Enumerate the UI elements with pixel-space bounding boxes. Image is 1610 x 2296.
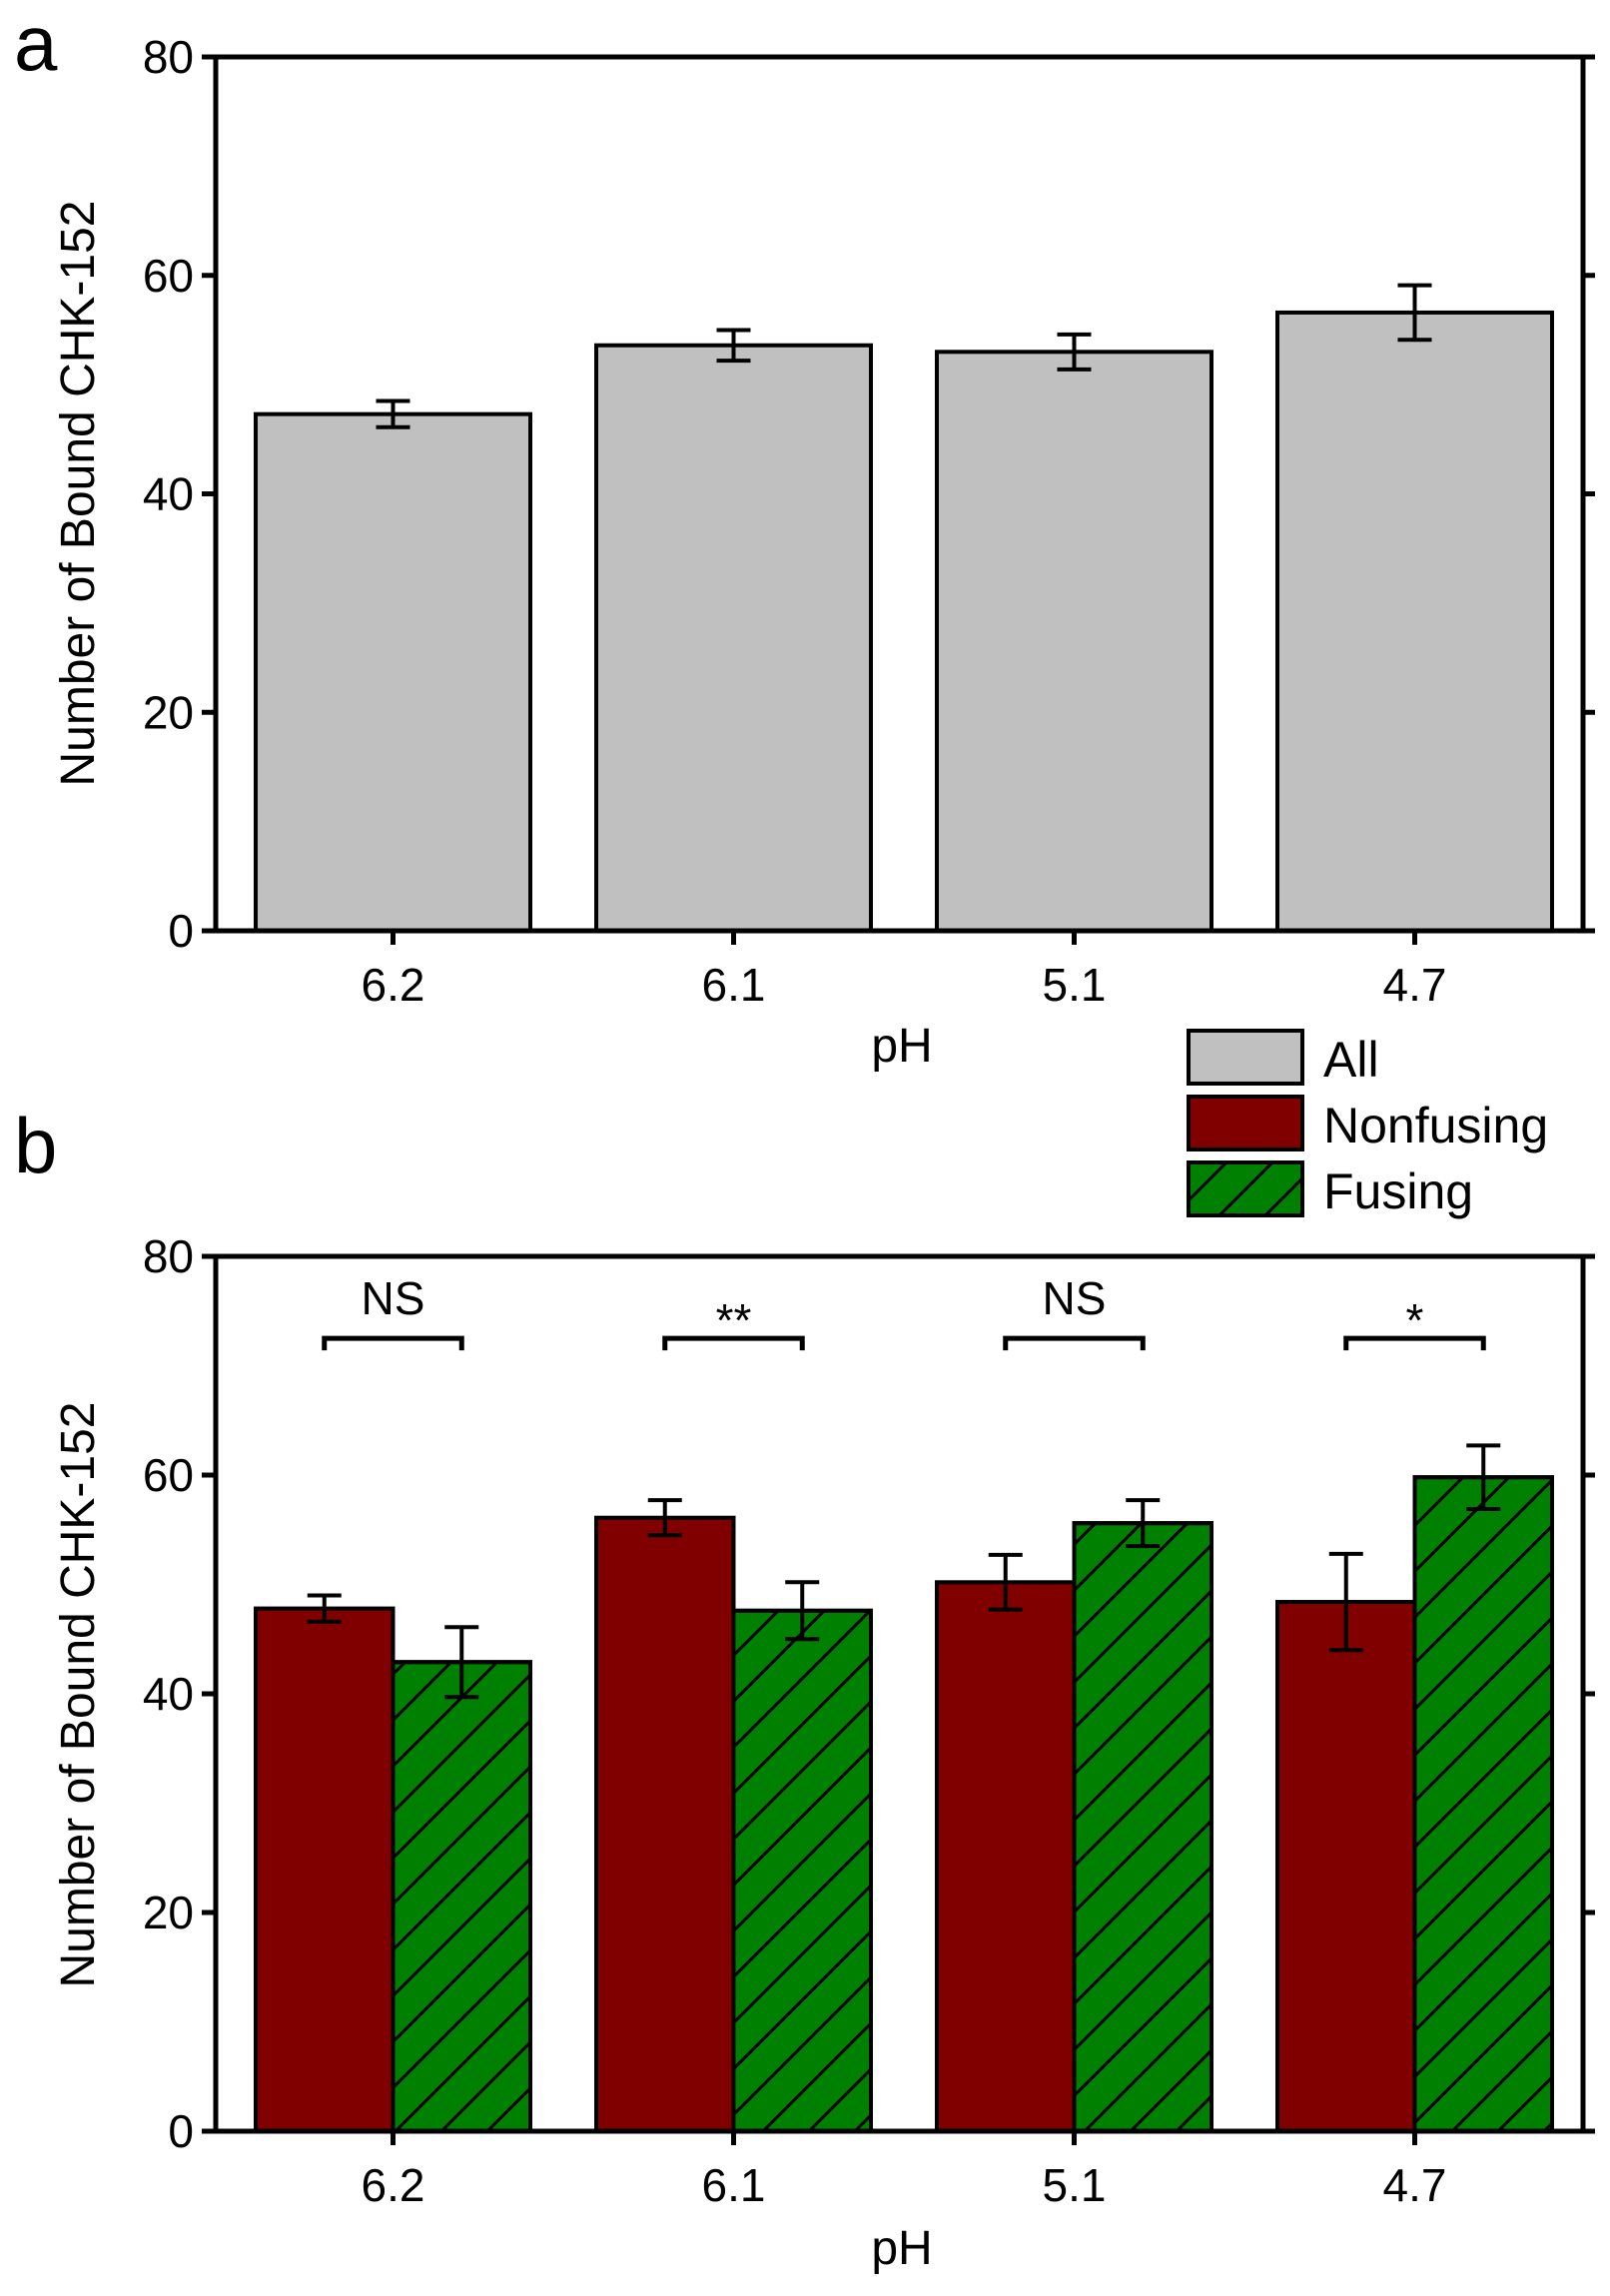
error-bar-a-all-6.1 bbox=[716, 328, 751, 364]
bar-hatch-b-fusing-5.1 bbox=[1072, 1521, 1213, 2134]
x-tick-label-a-6.2: 6.2 bbox=[362, 959, 425, 1011]
x-tick-label-b-6.2: 6.2 bbox=[362, 2159, 425, 2211]
x-tick-label-b-4.7: 4.7 bbox=[1383, 2159, 1447, 2211]
error-bar-b-fusing-4.7 bbox=[1466, 1443, 1501, 1511]
panel-b-x-axis-label: pH bbox=[871, 2222, 932, 2275]
y-tick-label-a-60: 60 bbox=[143, 250, 194, 302]
bar-b-nonfusing-6.1 bbox=[594, 1515, 736, 2133]
x-tick-label-b-5.1: 5.1 bbox=[1043, 2159, 1107, 2211]
bar-a-all-6.1 bbox=[594, 343, 873, 933]
error-bar-a-all-5.1 bbox=[1057, 332, 1092, 372]
panel-a-letter: a bbox=[14, 0, 58, 87]
error-bar-a-all-4.7 bbox=[1397, 283, 1432, 343]
bar-b-nonfusing-6.2 bbox=[254, 1606, 396, 2133]
legend-swatch-nonfusing bbox=[1187, 1095, 1304, 1151]
panel-a-bars bbox=[254, 310, 1554, 933]
x-tick-label-a-5.1: 5.1 bbox=[1043, 959, 1107, 1011]
legend-label-fusing: Fusing bbox=[1323, 1163, 1473, 1219]
legend-label-nonfusing: Nonfusing bbox=[1323, 1098, 1548, 1153]
bar-hatch-b-fusing-4.7 bbox=[1412, 1475, 1554, 2133]
bar-b-nonfusing-4.7 bbox=[1275, 1600, 1417, 2133]
significance-label-4.7: * bbox=[1406, 1294, 1424, 1346]
y-tick-label-a-80: 80 bbox=[143, 31, 194, 83]
error-bar-b-nonfusing-4.7 bbox=[1328, 1551, 1363, 1653]
y-tick-label-a-40: 40 bbox=[143, 468, 194, 520]
legend-swatch-fusing-hatch bbox=[1187, 1160, 1304, 1217]
legend-item-fusing: Fusing bbox=[1187, 1160, 1473, 1219]
bar-a-all-6.2 bbox=[254, 411, 532, 933]
panel-b-significance: NS ** NS * bbox=[322, 1272, 1486, 1351]
error-bar-b-fusing-5.1 bbox=[1126, 1498, 1161, 1549]
panel-a: a 0 20 40 60 80 6.2 6.1 5.1 4.7 Number of Bound… bbox=[14, 0, 1595, 1073]
legend: All Nonfusing Fusing bbox=[1187, 1029, 1548, 1219]
panel-b-error-bars bbox=[307, 1443, 1501, 1700]
significance-bracket-4.7 bbox=[1343, 1335, 1486, 1351]
significance-label-6.1: ** bbox=[716, 1294, 752, 1346]
panel-a-x-ticks: 6.2 6.1 5.1 4.7 bbox=[362, 931, 1447, 1011]
legend-label-all: All bbox=[1323, 1032, 1379, 1088]
panel-b: b NS ** NS * 0 20 40 60 80 6.2 6.1 5.1 4.7 Number … bbox=[14, 1102, 1595, 2275]
y-tick-label-b-20: 20 bbox=[143, 1887, 194, 1938]
panel-b-y-axis-label: Number of Bound CHK-152 bbox=[52, 1402, 105, 1988]
legend-swatch-all bbox=[1187, 1029, 1304, 1086]
significance-bracket-6.2 bbox=[322, 1335, 464, 1351]
y-tick-label-a-20: 20 bbox=[143, 686, 194, 738]
bar-a-all-5.1 bbox=[935, 350, 1213, 933]
bar-hatch-b-fusing-6.1 bbox=[731, 1608, 873, 2133]
error-bar-b-fusing-6.1 bbox=[785, 1580, 820, 1642]
error-bar-b-nonfusing-6.2 bbox=[307, 1593, 342, 1624]
legend-item-nonfusing: Nonfusing bbox=[1187, 1095, 1548, 1153]
error-bar-a-all-6.2 bbox=[376, 398, 410, 429]
bar-hatch-b-fusing-6.2 bbox=[391, 1660, 532, 2133]
significance-label-6.2: NS bbox=[362, 1272, 425, 1324]
x-tick-label-b-6.1: 6.1 bbox=[702, 2159, 766, 2211]
panel-b-y-ticks: 0 20 40 60 80 bbox=[143, 1230, 1595, 2157]
panel-a-error-bars bbox=[376, 283, 1432, 429]
y-tick-label-a-0: 0 bbox=[168, 905, 194, 957]
significance-bracket-6.1 bbox=[662, 1335, 805, 1351]
panel-b-bars bbox=[254, 1475, 1554, 2134]
x-tick-label-a-4.7: 4.7 bbox=[1383, 959, 1447, 1011]
x-tick-label-a-6.1: 6.1 bbox=[702, 959, 766, 1011]
panel-b-letter: b bbox=[14, 1102, 57, 1189]
y-tick-label-b-40: 40 bbox=[143, 1668, 194, 1720]
bar-a-all-4.7 bbox=[1275, 310, 1554, 933]
error-bar-b-nonfusing-5.1 bbox=[988, 1552, 1023, 1612]
significance-bracket-5.1 bbox=[1003, 1335, 1146, 1351]
significance-label-5.1: NS bbox=[1043, 1272, 1107, 1324]
panel-a-y-ticks: 0 20 40 60 80 bbox=[143, 31, 1595, 957]
error-bar-b-fusing-6.2 bbox=[444, 1625, 479, 1700]
y-tick-label-b-80: 80 bbox=[143, 1230, 194, 1282]
error-bar-b-nonfusing-6.1 bbox=[647, 1498, 682, 1538]
y-tick-label-b-60: 60 bbox=[143, 1449, 194, 1501]
bar-b-nonfusing-5.1 bbox=[935, 1580, 1077, 2134]
y-tick-label-b-0: 0 bbox=[168, 2105, 194, 2157]
panel-a-x-axis-label: pH bbox=[871, 1020, 932, 1073]
panel-b-x-ticks: 6.2 6.1 5.1 4.7 bbox=[362, 2131, 1447, 2211]
panel-a-y-axis-label: Number of Bound CHK-152 bbox=[52, 201, 105, 787]
legend-item-all: All bbox=[1187, 1029, 1379, 1088]
